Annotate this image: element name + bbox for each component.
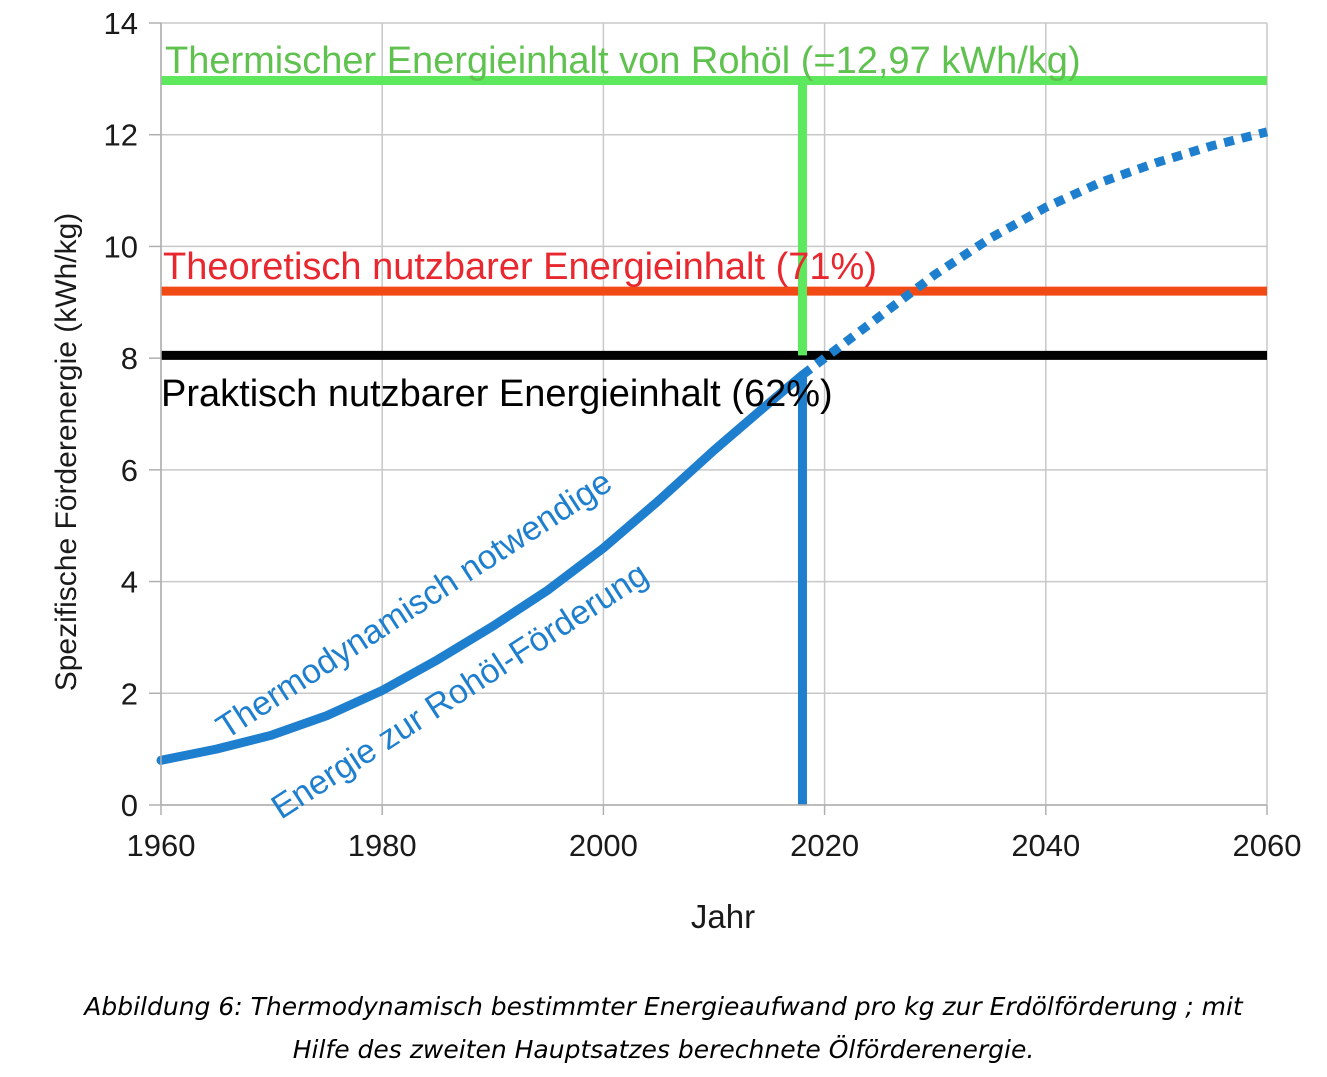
axes xyxy=(149,22,1268,815)
y-tick-label: 12 xyxy=(104,118,138,153)
y-axis-label: Spezifische Förderenergie (kWh/kg) xyxy=(50,213,83,692)
caption-line-2: Hilfe des zweiten Hauptsatzes berechnete… xyxy=(292,1035,1035,1064)
x-tick-label: 1960 xyxy=(127,828,196,863)
ref-label-thermal: Thermischer Energieinhalt von Rohöl (=12… xyxy=(165,40,1081,82)
y-tick-label: 2 xyxy=(121,676,138,711)
series-line-measured xyxy=(156,370,807,765)
y-tick-label: 6 xyxy=(121,453,138,488)
caption-line-1: Abbildung 6: Thermodynamisch bestimmter … xyxy=(84,992,1243,1021)
chart-area: 0 2 4 6 8 10 12 14 1960 1980 2000 2020 2040 2060 Ther… xyxy=(50,6,1302,935)
y-tick-label: 0 xyxy=(121,788,138,823)
y-tick-label: 10 xyxy=(104,229,138,264)
y-tick-label: 14 xyxy=(104,6,138,41)
tick-labels: 0 2 4 6 8 10 12 14 1960 1980 2000 2020 2040 2060 xyxy=(104,6,1302,863)
reference-lines xyxy=(161,76,1267,360)
x-tick-label: 2040 xyxy=(1011,828,1080,863)
x-axis-label: Jahr xyxy=(691,898,755,935)
x-tick-label: 2020 xyxy=(790,828,859,863)
x-tick-label: 2000 xyxy=(569,828,638,863)
ref-label-theoretical: Theoretisch nutzbarer Energieinhalt (71%… xyxy=(163,246,877,288)
figure-caption: Abbildung 6: Thermodynamisch bestimmter … xyxy=(0,985,1327,1071)
y-tick-label: 4 xyxy=(121,565,138,600)
ref-label-practical: Praktisch nutzbarer Energieinhalt (62%) xyxy=(161,373,833,415)
y-tick-label: 8 xyxy=(121,341,138,376)
x-tick-label: 1980 xyxy=(348,828,417,863)
data-series xyxy=(156,127,1269,765)
x-tick-label: 2060 xyxy=(1233,828,1302,863)
reference-labels: Thermischer Energieinhalt von Rohöl (=12… xyxy=(161,40,1081,415)
